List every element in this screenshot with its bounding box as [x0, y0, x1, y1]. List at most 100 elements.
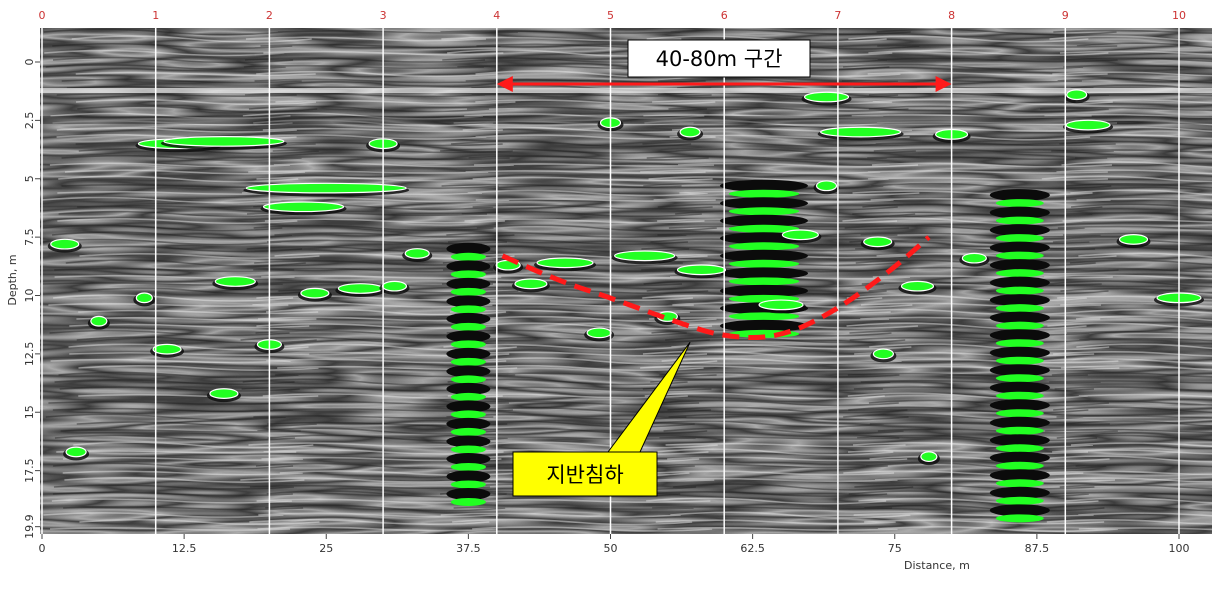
reflector-blob [1066, 89, 1088, 101]
reflection-band [50, 525, 1212, 533]
hyperbola-band [446, 435, 491, 448]
reflector-blob [803, 91, 850, 103]
hyperbola-reflector [995, 356, 1044, 365]
reflection-band [68, 343, 1212, 351]
hyperbola-band [719, 249, 808, 262]
marker-label: 9 [1062, 9, 1069, 22]
hyperbola-band [446, 347, 491, 360]
hyperbola-band [989, 241, 1050, 254]
reflector-blob [676, 264, 727, 276]
hyperbola-reflector [995, 514, 1044, 523]
callout-label: 지반침하 [546, 463, 623, 487]
hyperbola-reflector [450, 445, 486, 454]
hyperbola-band [989, 189, 1050, 202]
hyperbola-reflector [450, 357, 486, 366]
y-tick-label: 5 [23, 175, 36, 182]
reflection-band [45, 413, 1212, 421]
hyperbola-reflector [728, 259, 800, 268]
hyperbola-band [446, 260, 491, 273]
hyperbola-reflector [995, 286, 1044, 295]
reflection-band [43, 28, 1212, 36]
hyperbola-band [989, 469, 1050, 482]
x-tick-label: 25 [319, 542, 333, 555]
hyperbola-band [989, 451, 1050, 464]
marker-label: 3 [380, 9, 387, 22]
reflection-band [52, 406, 1212, 414]
reflector-blob [1118, 234, 1149, 245]
green-reflectors [47, 89, 1204, 466]
reflector-blob [404, 248, 430, 259]
reflection-band [56, 91, 1212, 99]
x-tick-label: 87.5 [1025, 542, 1050, 555]
hyperbola-band [446, 365, 491, 378]
hyperbola-reflector [450, 252, 486, 261]
reflection-band [56, 133, 1212, 141]
hyperbola-reflector [995, 321, 1044, 330]
hyperbola-reflector [450, 375, 486, 384]
reflection-band [64, 169, 1212, 175]
reflector-blob [50, 238, 80, 250]
hyperbola-band [989, 381, 1050, 394]
hyperbola-band [719, 179, 808, 192]
reflector-blob [245, 182, 407, 194]
y-axis-title: Depth, m [6, 254, 19, 305]
reflector-blob [614, 250, 676, 262]
reflector-blob [90, 315, 108, 327]
x-axis-ticks: 0 12.5 25 37.5 50 62.5 75 87.5 100 [39, 534, 1190, 555]
hyperbola-band [446, 417, 491, 430]
y-axis-ticks: 0 2.5 5 7.5 10 12.5 15 17.5 19.9 [23, 59, 40, 539]
hyperbola-reflector [450, 480, 486, 489]
hyperbola-band [719, 284, 808, 297]
hyperbola-reflector [995, 269, 1044, 278]
marker-label: 1 [152, 9, 159, 22]
hyperbola-band [446, 330, 491, 343]
reflector-blob [815, 180, 838, 192]
reflection-band [78, 364, 1212, 372]
reflector-blob [872, 348, 894, 360]
hyperbola-reflector [995, 496, 1044, 505]
reflector-blob [65, 446, 87, 458]
distance-marker-lines [41, 28, 1180, 534]
reflector-blob [536, 257, 594, 269]
reflection-band [59, 386, 1212, 392]
section-label-box [627, 39, 811, 78]
reflection-band [58, 175, 1212, 183]
hyperbola-band [719, 267, 808, 280]
hyperbola-reflector [995, 234, 1044, 243]
horizontal-reflection-bands [40, 28, 1212, 533]
hyperbola-band [446, 242, 491, 255]
reflector-blob [781, 229, 819, 241]
hyperbola-band [446, 277, 491, 290]
reflector-blob [586, 327, 612, 339]
hyperbola-band [446, 400, 491, 413]
reflection-band [76, 420, 1212, 428]
y-tick-label: 2.5 [23, 112, 36, 130]
section-arrowhead-right [935, 76, 952, 92]
hyperbola-band [989, 504, 1050, 517]
y-tick-label: 7.5 [23, 228, 36, 246]
marker-label: 4 [493, 9, 500, 22]
hyperbola-reflector [450, 410, 486, 419]
hyperbola-reflector [450, 322, 486, 331]
callout-box [512, 451, 658, 497]
hyperbola-band [446, 452, 491, 465]
reflection-band [54, 434, 1212, 442]
hyperbola-reflector [995, 199, 1044, 208]
y-tick-label: 10 [23, 289, 36, 303]
hyperbola-reflector [728, 242, 800, 251]
reflection-band [50, 112, 1212, 120]
hyperbola-band [989, 364, 1050, 377]
x-tick-label: 100 [1169, 542, 1190, 555]
x-tick-label: 75 [888, 542, 902, 555]
hyperbola-reflector [728, 277, 800, 286]
hyperbola-reflector [995, 479, 1044, 488]
reflector-blob [163, 135, 285, 147]
hyperbola-band [989, 416, 1050, 429]
reflector-blob [209, 388, 239, 399]
reflector-blob [863, 236, 893, 248]
hyperbola-reflector [450, 497, 486, 506]
marker-label: 7 [834, 9, 841, 22]
reflection-band [52, 119, 1212, 127]
marker-label: 2 [266, 9, 273, 22]
reflector-blob [214, 276, 256, 287]
